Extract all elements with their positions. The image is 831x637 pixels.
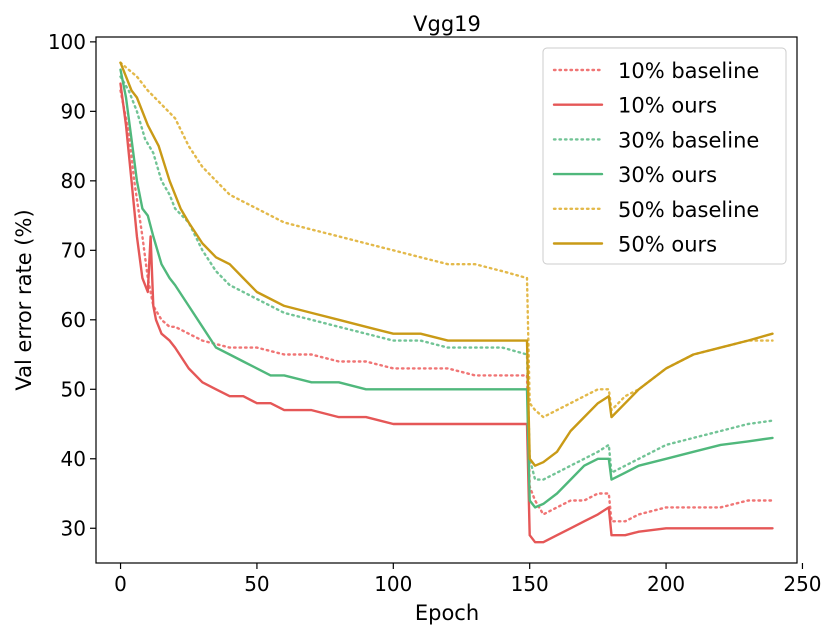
y-tick-label: 70 [61,238,86,262]
x-tick-label: 150 [511,572,549,596]
y-tick-label: 50 [61,377,86,401]
legend-label-5: 50% ours [618,233,717,257]
y-tick-label: 40 [61,447,86,471]
series-line-3 [119,68,774,509]
x-tick-label: 100 [374,572,412,596]
x-axis-title: Epoch [415,601,479,625]
legend-box [542,47,787,265]
series-layer [119,61,774,544]
series-line-4 [119,61,774,419]
axes-layer: 0 50 100 150 200 250 30 40 50 60 70 80 90 100 [48,30,822,596]
x-tick-label: 200 [647,572,685,596]
x-tick-label: 0 [114,572,127,596]
plot-frame [95,36,798,564]
y-tick-label: 90 [61,99,86,123]
y-tick-label: 30 [61,516,86,540]
legend: 10% baseline 10% ours 30% baseline 30% ours… [542,47,787,265]
y-tick-label: 60 [61,308,86,332]
legend-label-1: 10% ours [618,94,717,118]
series-line-5 [119,61,774,467]
series-line-0 [119,89,774,523]
series-line-1 [119,82,774,544]
y-axis-title: Val error rate (%) [12,209,36,390]
chart-title: Vgg19 [413,12,481,36]
legend-label-4: 50% baseline [618,198,759,222]
legend-label-3: 30% ours [618,163,717,187]
legend-label-0: 10% baseline [618,59,759,83]
series-line-2 [119,75,774,481]
y-tick-label: 100 [48,30,86,54]
legend-label-2: 30% baseline [618,128,759,152]
y-tick-label: 80 [61,169,86,193]
x-tick-label: 250 [783,572,821,596]
x-tick-label: 50 [244,572,269,596]
